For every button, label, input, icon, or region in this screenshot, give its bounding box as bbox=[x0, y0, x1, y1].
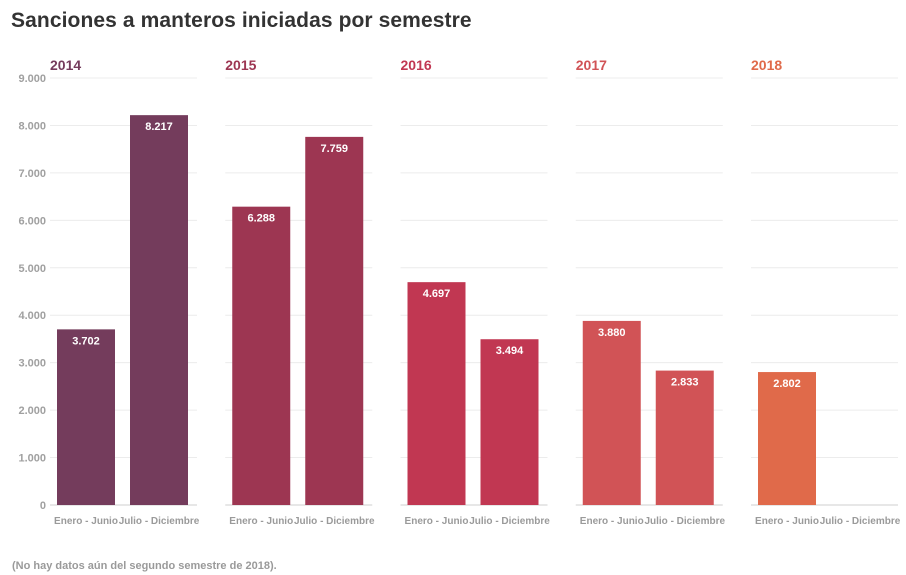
bar-value-label: 7.759 bbox=[320, 143, 348, 155]
bar-value-label: 3.494 bbox=[496, 345, 524, 357]
category-label: Enero - Junio bbox=[405, 516, 469, 527]
bar-value-label: 3.702 bbox=[72, 335, 100, 347]
panel-title-2014: 2014 bbox=[50, 57, 81, 73]
chart-title: Sanciones a manteros iniciadas por semes… bbox=[11, 9, 472, 32]
panel-title-2016: 2016 bbox=[401, 57, 432, 73]
category-label: Enero - Junio bbox=[755, 516, 819, 527]
bar-2018-h1 bbox=[758, 372, 816, 505]
category-label: Enero - Junio bbox=[580, 516, 644, 527]
category-label: Enero - Junio bbox=[54, 516, 118, 527]
category-label: Julio - Diciembre bbox=[644, 516, 725, 527]
y-tick-label: 7.000 bbox=[18, 168, 46, 180]
category-label: Julio - Diciembre bbox=[469, 516, 550, 527]
category-label: Enero - Junio bbox=[229, 516, 293, 527]
panel-title-2017: 2017 bbox=[576, 57, 607, 73]
bar-2017-h2 bbox=[655, 370, 714, 505]
y-tick-label: 0 bbox=[40, 500, 46, 512]
bar-value-label: 2.833 bbox=[671, 377, 699, 389]
bar-2014-h2 bbox=[130, 115, 188, 506]
category-label: Julio - Diciembre bbox=[294, 516, 375, 527]
bar-value-label: 3.880 bbox=[598, 327, 626, 339]
bar-value-label: 2.802 bbox=[773, 378, 801, 390]
y-tick-label: 5.000 bbox=[18, 263, 46, 275]
bar-2015-h2 bbox=[305, 136, 364, 506]
y-tick-label: 9.000 bbox=[18, 73, 46, 85]
footnote: (No hay datos aún del segundo semestre d… bbox=[12, 560, 277, 572]
bar-value-label: 8.217 bbox=[145, 121, 173, 133]
y-tick-label: 8.000 bbox=[18, 120, 46, 132]
panel-title-2015: 2015 bbox=[225, 57, 256, 73]
bar-value-label: 4.697 bbox=[423, 288, 451, 300]
panel-title-2018: 2018 bbox=[751, 57, 782, 73]
y-tick-label: 1.000 bbox=[18, 453, 46, 465]
category-label: Julio - Diciembre bbox=[820, 516, 901, 527]
y-tick-label: 3.000 bbox=[18, 358, 46, 370]
bar-2014-h1 bbox=[57, 329, 115, 505]
bar-2015-h1 bbox=[232, 206, 291, 506]
bar-2016-h2 bbox=[480, 339, 539, 505]
bar-value-label: 6.288 bbox=[247, 213, 275, 225]
bar-2016-h1 bbox=[407, 282, 466, 505]
y-tick-label: 6.000 bbox=[18, 215, 46, 227]
y-tick-label: 4.000 bbox=[18, 310, 46, 322]
bar-2017-h1 bbox=[582, 320, 641, 505]
y-tick-label: 2.000 bbox=[18, 405, 46, 417]
category-label: Julio - Diciembre bbox=[119, 516, 200, 527]
